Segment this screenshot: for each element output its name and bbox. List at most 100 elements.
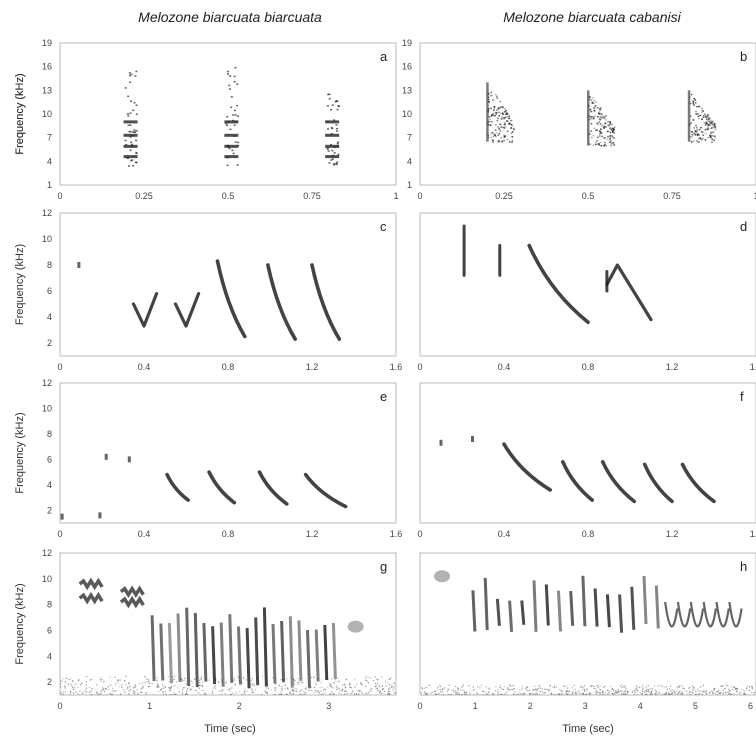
noise-speck (665, 692, 667, 694)
noise-speck (673, 691, 676, 693)
note-speck (128, 72, 131, 74)
noise-speck (647, 688, 649, 690)
note-speck (591, 97, 594, 99)
note-speck (704, 133, 707, 135)
harmonic-band (224, 155, 239, 159)
noise-speck (619, 685, 621, 687)
panel-f-x-ticks: 00.40.81.21.6 (417, 529, 756, 539)
note-speck (605, 119, 607, 121)
panel-f-frame (419, 382, 756, 524)
noise-speck (521, 685, 523, 687)
noise-speck (743, 693, 745, 695)
noise-speck (338, 687, 340, 689)
x-axis-label-left: Time (sec) (204, 723, 256, 735)
noise-speck (531, 692, 533, 695)
noise-speck (671, 689, 673, 691)
noise-speck (535, 689, 537, 691)
note-c-2 (131, 292, 159, 328)
noise-speck (190, 688, 192, 690)
noise-speck (286, 694, 288, 695)
noise-speck (294, 680, 296, 682)
noise-speck (281, 690, 283, 692)
noise-speck (597, 687, 599, 689)
note-speck (696, 140, 698, 142)
note-speck (701, 107, 703, 109)
noise-speck (388, 678, 390, 680)
note-speck (602, 117, 604, 119)
note-speck (233, 81, 236, 83)
noise-speck (527, 686, 529, 688)
noise-speck (175, 693, 177, 695)
trill-element (323, 624, 329, 681)
noise-speck (727, 685, 729, 687)
noise-speck (499, 684, 501, 687)
noise-speck (251, 684, 253, 686)
noise-speck (590, 694, 592, 695)
noise-speck (372, 680, 374, 682)
note-speck (335, 124, 338, 126)
noise-speck (220, 694, 222, 695)
noise-speck (295, 690, 297, 692)
noise-speck (701, 690, 704, 692)
noise-speck (156, 686, 158, 688)
noise-speck (320, 679, 322, 681)
note-speck (497, 117, 499, 120)
note-speck (601, 117, 603, 119)
note-speck (603, 137, 605, 139)
noise-speck (278, 694, 280, 695)
noise-speck (208, 679, 210, 681)
note-speck (711, 141, 713, 143)
noise-speck (322, 694, 324, 695)
noise-speck (162, 685, 164, 687)
noise-speck (621, 686, 623, 689)
noise-speck (559, 694, 561, 695)
peak-element (715, 601, 730, 628)
y-tick-label: 6 (47, 626, 52, 636)
noise-speck (255, 689, 257, 691)
noise-speck (200, 678, 202, 681)
noise-speck (173, 685, 175, 687)
x-tick-label: 0.8 (222, 362, 235, 372)
noise-speck (624, 693, 626, 695)
noise-speck (679, 685, 681, 687)
noise-speck (540, 691, 542, 693)
noise-speck (692, 687, 695, 689)
noise-speck (267, 687, 270, 690)
note-speck (510, 123, 513, 126)
panel-f-marks (439, 436, 716, 504)
noise-speck (147, 694, 149, 695)
note-speck (612, 131, 614, 133)
note-speck (497, 108, 500, 110)
noise-speck (529, 692, 531, 694)
noise-speck (654, 685, 656, 687)
noise-speck (377, 689, 380, 692)
x-tick-label: 0.25 (495, 191, 513, 201)
x-tick-label: 1 (393, 191, 398, 201)
noise-speck (487, 693, 489, 695)
note-speck (694, 130, 696, 132)
noise-speck (249, 694, 251, 695)
noise-speck (98, 693, 100, 695)
noise-speck (557, 694, 559, 695)
noise-speck (170, 686, 173, 688)
note-c-4 (215, 259, 247, 339)
peak-element (728, 601, 743, 628)
y-tick-label: 8 (47, 429, 52, 439)
noise-speck (384, 694, 387, 695)
noise-speck (624, 694, 626, 695)
noise-speck (575, 693, 577, 695)
x-tick-label: 2 (237, 701, 242, 711)
noise-speck (90, 690, 92, 692)
noise-speck (163, 694, 165, 695)
note-speck (710, 121, 713, 123)
noise-speck (233, 679, 235, 681)
noise-speck (169, 688, 171, 690)
noise-speck (511, 689, 513, 691)
noise-speck (421, 687, 423, 689)
y-tick-label: 1 (407, 180, 412, 190)
noise-speck (270, 689, 272, 691)
note-speck (511, 124, 513, 127)
noise-speck (86, 691, 88, 693)
note-e-8 (303, 472, 348, 509)
